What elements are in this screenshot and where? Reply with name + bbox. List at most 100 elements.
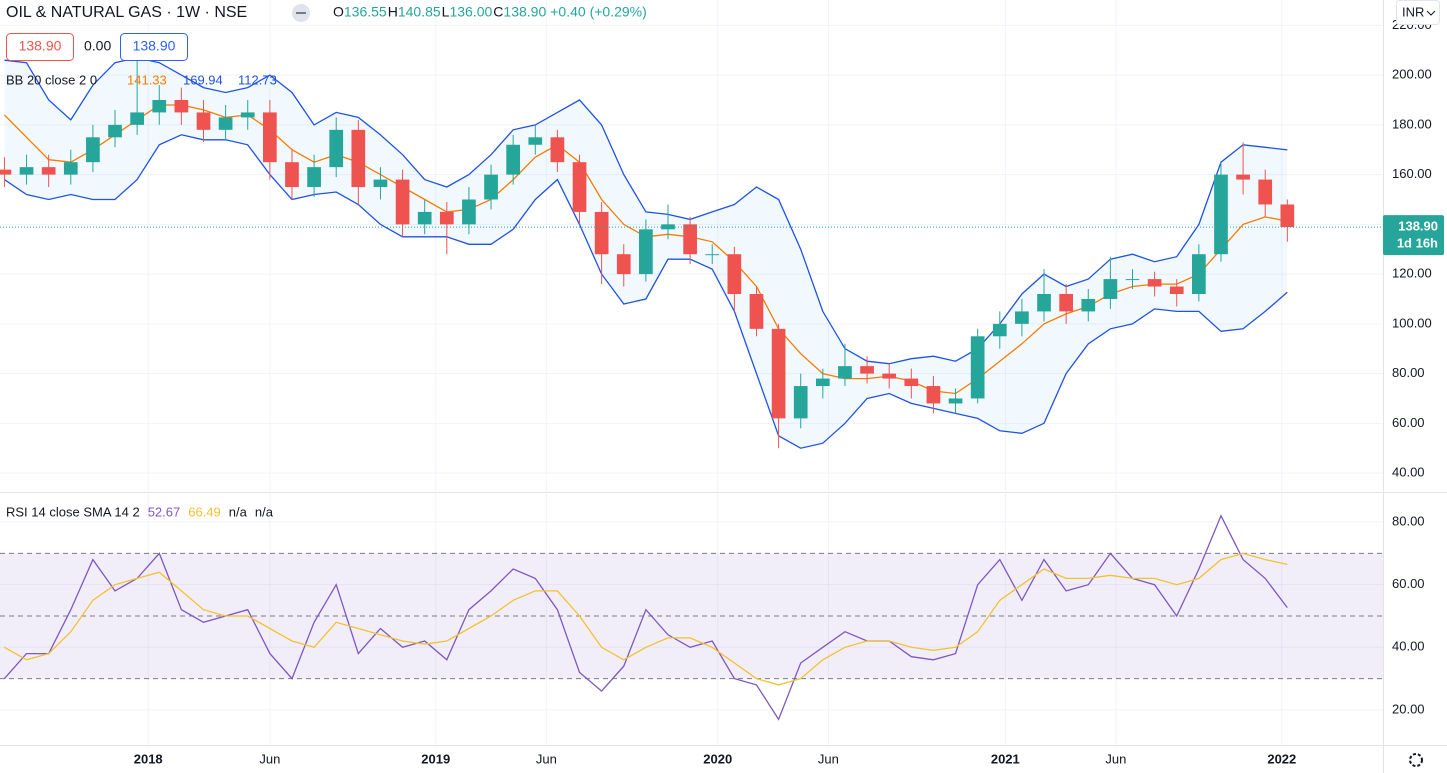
candle-body <box>926 386 941 404</box>
candle-body <box>661 224 675 230</box>
x-tick-label: 2019 <box>421 751 450 766</box>
x-tick-label: 2022 <box>1267 751 1296 766</box>
candle-body <box>1147 279 1162 287</box>
candle-body <box>417 211 432 225</box>
candle-body <box>1125 279 1140 281</box>
indicator-label: RSI 14 close SMA 14 2 <box>6 504 140 519</box>
y-tick-label: 160.00 <box>1392 166 1432 181</box>
ohlc-label: H <box>388 4 398 20</box>
badge-box <box>6 33 74 61</box>
legend-value: 66.49 <box>188 504 221 519</box>
candle-body <box>395 179 410 225</box>
y-tick-label: 40.00 <box>1392 639 1425 654</box>
candle-body <box>970 336 985 399</box>
currency-button[interactable] <box>1396 0 1440 25</box>
legend-value: 169.94 <box>183 72 223 87</box>
ohlc-label: L <box>442 4 450 20</box>
rsi-line <box>4 552 1288 686</box>
legend-value: 141.33 <box>127 72 167 87</box>
x-tick-label: 2020 <box>703 751 732 766</box>
symbol: OIL & NATURAL GAS · 1W · NSE <box>6 4 247 21</box>
price-tag-value: 138.90 <box>1398 219 1438 234</box>
candle-body <box>815 378 830 387</box>
candle-body <box>860 366 874 374</box>
y-tick-label: 80.00 <box>1392 365 1425 380</box>
y-tick-label: 80.00 <box>1392 513 1425 528</box>
candle-body <box>882 373 897 379</box>
candle-body <box>550 137 565 163</box>
header: OIL & NATURAL GAS · 1W · NSE 138.90 0.00… <box>6 0 1440 767</box>
candle-body <box>351 129 366 188</box>
price-tag <box>1383 215 1444 256</box>
candle-body <box>373 179 388 188</box>
y-tick-label: 100.00 <box>1392 315 1432 330</box>
countdown: 1d 16h <box>1397 236 1438 251</box>
indicator-label: BB 20 close 2 0 <box>6 72 97 87</box>
ohlc-value: 136.55 <box>344 4 387 20</box>
candle-body <box>771 328 786 419</box>
candle-body <box>1169 286 1184 295</box>
badge-box <box>120 33 188 61</box>
candle-body <box>572 162 587 212</box>
candle-body <box>285 162 299 188</box>
candle-body <box>1015 311 1029 324</box>
candle-body <box>462 199 476 225</box>
candle-body <box>749 294 764 329</box>
candle-body <box>992 323 1007 337</box>
rsi-line <box>3 514 1288 721</box>
x-tick-label: Jun <box>536 751 557 766</box>
plot <box>0 57 1383 721</box>
candle-body <box>307 167 321 188</box>
candle-body <box>240 112 255 118</box>
settings-icon[interactable] <box>1409 753 1423 767</box>
grid <box>0 0 1383 745</box>
x-tick-label: Jun <box>1105 751 1126 766</box>
candle-body <box>1280 204 1295 228</box>
currency: INR <box>1402 4 1424 19</box>
x-tick-label: 2021 <box>991 751 1020 766</box>
y-tick-label: 200.00 <box>1392 67 1432 82</box>
candle-body <box>86 137 100 163</box>
candle-body <box>1258 179 1273 205</box>
x-tick-label: Jun <box>818 751 839 766</box>
candle-body <box>528 137 543 145</box>
candle-body <box>19 167 34 175</box>
candle-body <box>705 254 720 256</box>
candle-body <box>174 99 189 113</box>
y-tick-label: 180.00 <box>1392 116 1432 131</box>
candle-body <box>108 124 122 138</box>
legend-value: n/a <box>255 504 274 519</box>
candle-body <box>1192 254 1206 295</box>
candle-body <box>1037 294 1051 312</box>
candle-body <box>196 112 211 130</box>
y-tick-label: 60.00 <box>1392 576 1425 591</box>
candle-body <box>1059 294 1074 312</box>
candle-body <box>683 224 697 255</box>
candle-body <box>484 174 498 200</box>
x-tick-label: 2018 <box>134 751 163 766</box>
candle-body <box>0 169 12 175</box>
candle-body <box>1081 298 1096 312</box>
bb-lower <box>4 134 1288 449</box>
candle-body <box>218 117 233 130</box>
candle-body <box>594 211 609 255</box>
candle-body <box>329 129 344 168</box>
candle-body <box>152 99 167 113</box>
candle-body <box>63 162 78 175</box>
y-tick-label: 40.00 <box>1392 465 1425 480</box>
candle-body <box>262 112 277 163</box>
bb-upper <box>4 57 1288 365</box>
candle-body <box>506 144 521 175</box>
candle-body <box>130 112 144 125</box>
badge: 0.00 <box>84 38 111 54</box>
candle-body <box>793 386 808 419</box>
candle-body <box>1103 279 1118 299</box>
candle-body <box>727 254 742 295</box>
y-tick-label: 120.00 <box>1392 266 1432 281</box>
badge: 138.90 <box>133 38 176 54</box>
y-tick-label: 20.00 <box>1392 701 1425 716</box>
ohlc-label: C <box>493 4 503 20</box>
candle-body <box>1236 174 1250 180</box>
